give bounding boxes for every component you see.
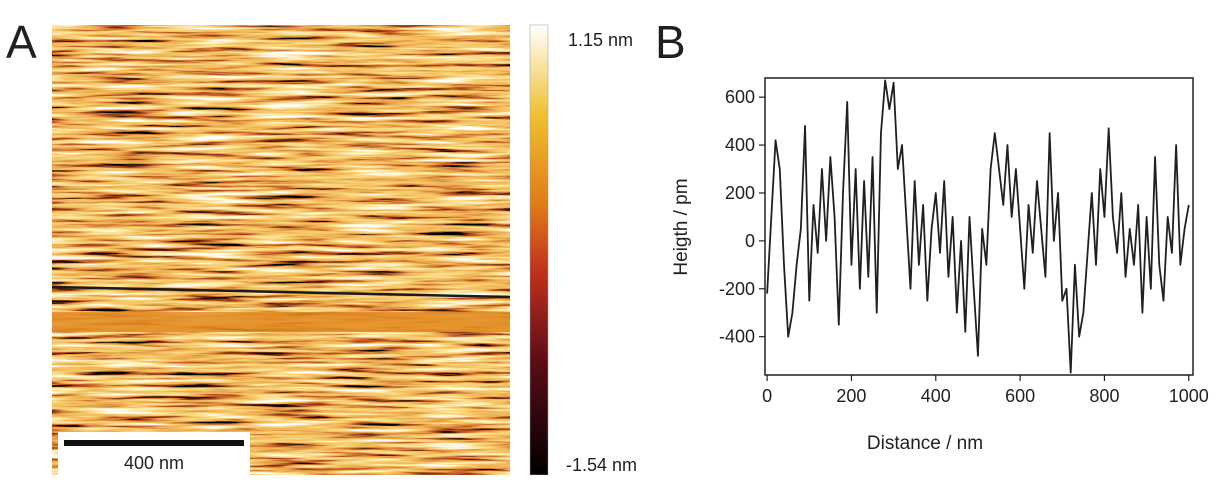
colorbar-min: -1.54 nm <box>566 455 637 475</box>
afm-image <box>52 25 510 475</box>
profile-line <box>51 285 511 299</box>
x-tick-label: 200 <box>836 386 866 406</box>
x-tick-label: 0 <box>762 386 772 406</box>
x-tick-label: 800 <box>1089 386 1119 406</box>
x-tick-label: 1000 <box>1169 386 1209 406</box>
panel-label: B <box>655 16 686 68</box>
profile-line <box>766 79 1190 374</box>
y-tick-label: 600 <box>725 87 755 107</box>
scale-bar-label: 400 nm <box>124 453 184 473</box>
y-tick-label: -200 <box>719 279 755 299</box>
x-tick-label: 600 <box>1005 386 1035 406</box>
scan-artifact <box>52 312 510 332</box>
scale-bar-box <box>58 432 250 475</box>
x-axis-label: Distance / nm <box>867 433 983 454</box>
panel-label: A <box>6 16 37 68</box>
x-tick-label: 400 <box>921 386 951 406</box>
scale-bar <box>64 440 244 446</box>
y-tick-label: 0 <box>745 231 755 251</box>
y-tick-label: 400 <box>725 135 755 155</box>
y-tick-label: -400 <box>719 327 755 347</box>
y-axis-label: Heigth / pm <box>671 178 692 275</box>
colorbar <box>529 24 549 476</box>
y-tick-label: 200 <box>725 183 755 203</box>
plot-frame <box>764 77 1194 376</box>
colorbar-max: 1.15 nm <box>568 30 633 50</box>
